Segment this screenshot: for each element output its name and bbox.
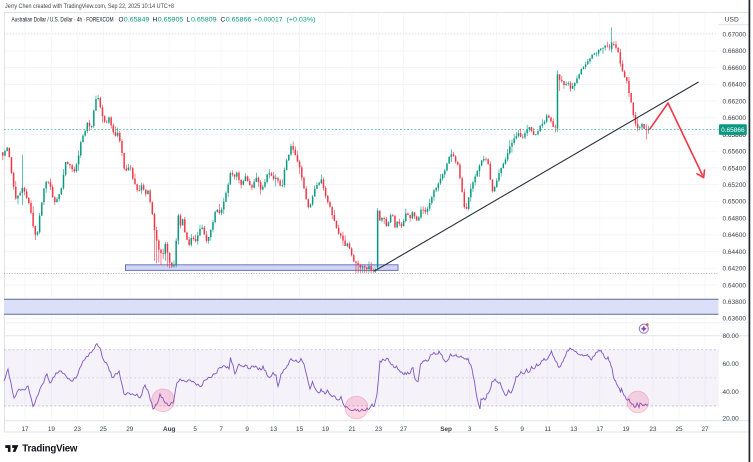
svg-text:TradingView: TradingView [22, 444, 77, 455]
svg-text:L: L [187, 17, 191, 24]
svg-text:19: 19 [322, 426, 330, 433]
svg-text:0.65000: 0.65000 [723, 199, 747, 206]
svg-text:23: 23 [375, 426, 383, 433]
svg-text:27: 27 [701, 426, 709, 433]
svg-text:23: 23 [74, 426, 82, 433]
svg-text:23: 23 [649, 426, 657, 433]
svg-text:15: 15 [296, 426, 304, 433]
svg-text:17: 17 [596, 426, 604, 433]
svg-text:0.66000: 0.66000 [723, 115, 747, 122]
svg-text:11: 11 [544, 426, 551, 433]
svg-text:13: 13 [270, 426, 278, 433]
svg-text:0.65600: 0.65600 [723, 149, 747, 156]
svg-text:0.65800: 0.65800 [723, 132, 747, 139]
svg-text:80.00: 80.00 [723, 333, 740, 340]
svg-text:C: C [221, 17, 226, 24]
svg-text:20.00: 20.00 [723, 415, 740, 422]
svg-text:7: 7 [219, 426, 223, 433]
svg-text:0.65200: 0.65200 [723, 182, 747, 189]
svg-text:0.64200: 0.64200 [723, 266, 747, 273]
svg-text:0.66200: 0.66200 [723, 98, 747, 105]
svg-text:21: 21 [348, 426, 356, 433]
svg-text:9: 9 [520, 426, 524, 433]
svg-text:0.64400: 0.64400 [723, 249, 747, 256]
svg-text:0.65866: 0.65866 [721, 127, 745, 134]
svg-text:40.00: 40.00 [723, 389, 740, 396]
svg-text:0.65800: 0.65800 [723, 132, 747, 139]
svg-text:0.65866: 0.65866 [226, 17, 252, 24]
svg-text:Sep: Sep [440, 426, 452, 433]
svg-text:0.66600: 0.66600 [723, 65, 747, 72]
svg-text:17: 17 [21, 426, 29, 433]
svg-text:0.66400: 0.66400 [723, 82, 747, 89]
svg-text:0.63800: 0.63800 [723, 299, 747, 306]
svg-text:19: 19 [622, 426, 630, 433]
svg-text:60.00: 60.00 [723, 361, 740, 368]
svg-text:5: 5 [494, 426, 498, 433]
svg-text:+0.00017: +0.00017 [254, 17, 283, 24]
svg-text:0.64600: 0.64600 [723, 232, 747, 239]
svg-text:H: H [153, 17, 158, 24]
svg-text:0.65809: 0.65809 [191, 17, 217, 24]
svg-text:0.65849: 0.65849 [124, 17, 150, 24]
svg-text:3: 3 [468, 426, 472, 433]
svg-text:Jerry Chen created with Tradin: Jerry Chen created with TradingView.com,… [5, 3, 174, 10]
svg-text:USD: USD [725, 17, 739, 24]
svg-text:0.64800: 0.64800 [723, 215, 747, 222]
svg-text:0.67000: 0.67000 [723, 32, 747, 39]
svg-text:0.65905: 0.65905 [158, 17, 184, 24]
svg-text:Aug: Aug [163, 426, 176, 433]
svg-text:27: 27 [400, 426, 408, 433]
svg-text:25: 25 [675, 426, 683, 433]
svg-text:19: 19 [48, 426, 56, 433]
svg-text:5: 5 [193, 426, 197, 433]
svg-text:25: 25 [100, 426, 108, 433]
svg-text:29: 29 [126, 426, 134, 433]
svg-text:O: O [119, 17, 124, 24]
svg-text:0.66800: 0.66800 [723, 48, 747, 55]
svg-text:0.65400: 0.65400 [723, 165, 747, 172]
svg-text:Australian Dollar / U.S. Dolla: Australian Dollar / U.S. Dollar · 4h · F… [12, 17, 114, 24]
svg-text:13: 13 [570, 426, 578, 433]
svg-text:(+0.03%): (+0.03%) [287, 17, 316, 24]
svg-text:0.63600: 0.63600 [723, 316, 747, 323]
svg-text:9: 9 [245, 426, 249, 433]
svg-text:0.64000: 0.64000 [723, 282, 747, 289]
